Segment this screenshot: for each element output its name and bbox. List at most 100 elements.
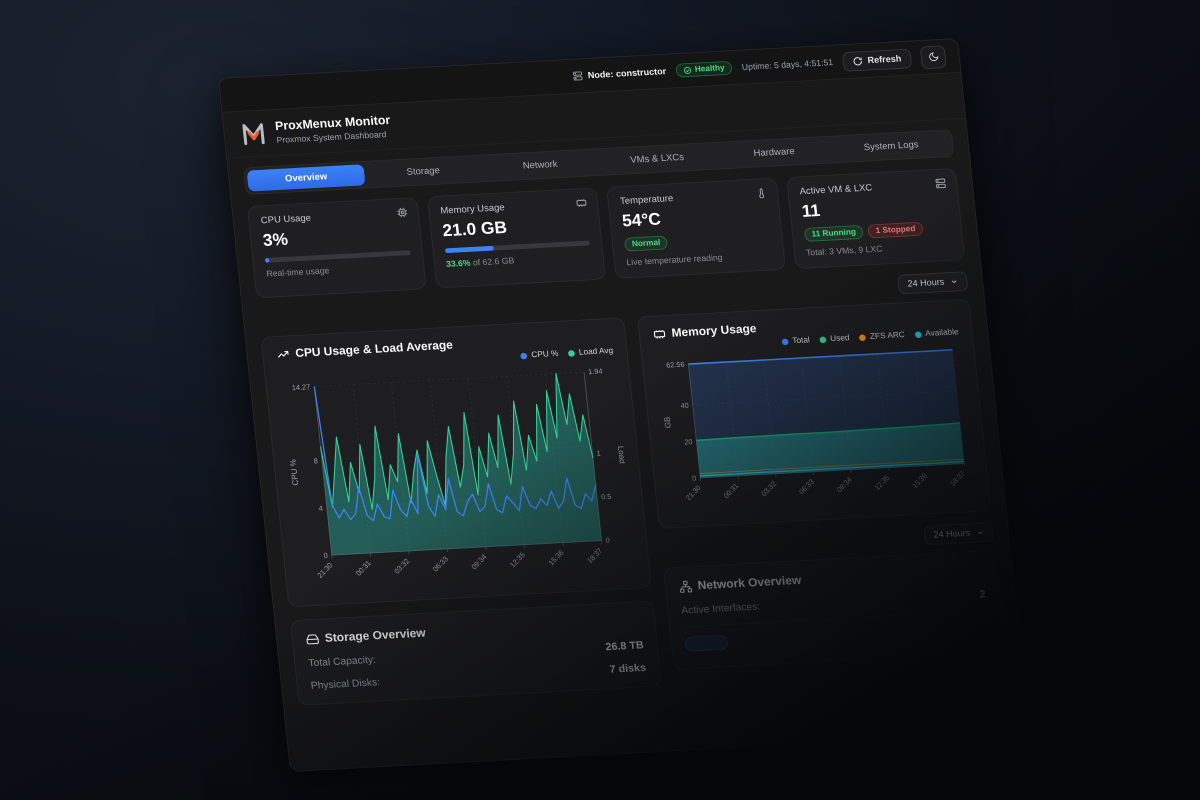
svg-text:21:30: 21:30 xyxy=(315,561,334,580)
temperature-card: Temperature 54°C Normal Live temperature… xyxy=(606,177,786,279)
svg-text:0: 0 xyxy=(605,536,610,545)
thermometer-icon xyxy=(758,188,764,199)
storage-overview-card: Storage Overview Total Capacity: 26.8 TB… xyxy=(289,600,662,706)
node-indicator: Node: constructor xyxy=(572,66,667,82)
svg-text:40: 40 xyxy=(680,401,689,410)
svg-text:4: 4 xyxy=(318,504,323,513)
memory-usage-card: Memory Usage 21.0 GB 33.6% of 62.6 GB xyxy=(426,187,606,289)
time-range-select-2[interactable]: 24 Hours xyxy=(923,522,995,546)
svg-text:62.56: 62.56 xyxy=(666,360,685,370)
memory-chart: 21:30 00:31 03:32 06:33 09:34 12:35 15:36 18:37… xyxy=(662,349,967,502)
chevron-down-icon xyxy=(977,531,983,535)
vm-running-badge: 11 Running xyxy=(803,224,865,242)
chevron-down-icon xyxy=(951,280,957,284)
left-column: CPU Usage & Load Average CPU % Load Avg … xyxy=(260,317,662,706)
temperature-card-title: Temperature xyxy=(619,193,674,207)
memory-progress xyxy=(444,240,590,254)
svg-text:20: 20 xyxy=(684,437,693,446)
temperature-status-badge: Normal xyxy=(623,235,669,252)
cpu-load-chart: 21:30 00:31 03:32 06:33 09:34 12:35 15:36 18:37… xyxy=(288,367,627,580)
svg-text:Load: Load xyxy=(616,446,627,464)
refresh-button[interactable]: Refresh xyxy=(841,48,913,72)
storage-title: Storage Overview xyxy=(324,626,427,646)
svg-text:15:36: 15:36 xyxy=(910,471,929,490)
memory-caption: 33.6% of 62.6 GB xyxy=(445,255,515,270)
svg-text:0.5: 0.5 xyxy=(601,492,612,501)
temperature-caption: Live temperature reading xyxy=(626,252,723,268)
svg-text:8: 8 xyxy=(313,456,318,465)
legend-dot-used xyxy=(819,336,827,343)
server-stack-icon xyxy=(935,178,946,189)
memory-progress-fill xyxy=(444,245,494,254)
svg-text:09:34: 09:34 xyxy=(835,475,854,494)
svg-text:03:32: 03:32 xyxy=(392,557,411,576)
memory-chart-title: Memory Usage xyxy=(670,322,758,340)
svg-text:21:30: 21:30 xyxy=(684,483,703,502)
legend-dot-total xyxy=(781,338,789,345)
legend-dot-cpu xyxy=(520,352,528,360)
svg-text:15:36: 15:36 xyxy=(546,548,565,567)
tab-hardware[interactable]: Hardware xyxy=(753,146,796,159)
memory-card-title: Memory Usage xyxy=(440,202,506,217)
check-circle-icon xyxy=(683,66,692,74)
cpu-caption: Real-time usage xyxy=(265,265,330,280)
trending-up-icon xyxy=(277,350,289,358)
svg-text:09:34: 09:34 xyxy=(469,552,488,571)
theme-toggle-button[interactable] xyxy=(919,44,947,69)
svg-text:03:32: 03:32 xyxy=(759,479,778,498)
svg-text:00:31: 00:31 xyxy=(354,559,373,578)
uptime-text: Uptime: 5 days, 4:51:51 xyxy=(741,57,834,72)
cpu-usage-card: CPU Usage 3% Real-time usage xyxy=(247,197,427,299)
svg-text:1: 1 xyxy=(596,449,601,458)
svg-text:1.94: 1.94 xyxy=(588,367,603,377)
svg-text:12:35: 12:35 xyxy=(508,550,527,569)
active-vm-lxc-card: Active VM & LXC 11 11 Running 1 Stopped … xyxy=(785,168,966,270)
tab-vms-lxcs[interactable]: VMs & LXCs xyxy=(629,152,685,166)
svg-text:00:31: 00:31 xyxy=(721,481,740,500)
tab-network[interactable]: Network xyxy=(522,159,559,172)
cpu-icon xyxy=(396,207,407,218)
vm-card-title: Active VM & LXC xyxy=(799,183,873,197)
network-icon xyxy=(679,580,693,593)
svg-text:18:37: 18:37 xyxy=(585,546,604,565)
health-badge: Healthy xyxy=(675,60,733,78)
proxmenux-logo xyxy=(242,123,265,146)
svg-text:06:33: 06:33 xyxy=(797,477,816,496)
svg-text:GB: GB xyxy=(662,417,672,429)
legend-dot-zfs-arc xyxy=(859,333,867,341)
svg-text:CPU %: CPU % xyxy=(288,459,300,486)
network-title: Network Overview xyxy=(697,574,802,593)
time-range-select[interactable]: 24 Hours xyxy=(897,271,969,295)
memory-value: 21.0 GB xyxy=(441,218,508,241)
tab-overview[interactable]: Overview xyxy=(246,164,366,192)
overview-content: 24 Hours CPU Usage & Load Average xyxy=(243,271,1022,707)
tab-storage[interactable]: Storage xyxy=(406,165,441,178)
cpu-progress-fill xyxy=(264,257,270,263)
svg-text:0: 0 xyxy=(323,551,328,560)
network-overview-card: Network Overview Active Interfaces: 2 xyxy=(662,549,1006,671)
right-column: Memory Usage Total Used ZFS ARC Availabl… xyxy=(636,298,1006,671)
svg-text:12:35: 12:35 xyxy=(872,473,891,492)
vm-caption: Total: 3 VMs, 9 LXC xyxy=(805,244,883,259)
hard-drive-icon xyxy=(306,634,319,645)
svg-text:06:33: 06:33 xyxy=(431,554,450,573)
refresh-icon xyxy=(853,56,862,66)
tab-system-logs[interactable]: System Logs xyxy=(863,140,919,153)
svg-text:0: 0 xyxy=(691,474,696,483)
cpu-load-chart-card: CPU Usage & Load Average CPU % Load Avg … xyxy=(260,317,652,608)
cpu-value: 3% xyxy=(262,230,289,250)
svg-text:14.27: 14.27 xyxy=(291,382,310,392)
proxmenux-dashboard: Node: constructor Healthy Uptime: 5 days… xyxy=(218,38,1030,773)
cpu-progress xyxy=(264,250,411,263)
vm-stopped-badge: 1 Stopped xyxy=(867,221,924,239)
moon-icon xyxy=(928,52,938,62)
memory-icon xyxy=(576,199,587,207)
cpu-card-title: CPU Usage xyxy=(260,213,312,226)
svg-text:18:37: 18:37 xyxy=(948,469,967,488)
vm-count-value: 11 xyxy=(800,201,822,221)
memory-chart-card: Memory Usage Total Used ZFS ARC Availabl… xyxy=(636,298,992,529)
legend-dot-load xyxy=(567,349,576,357)
memory-chart-icon xyxy=(653,330,665,339)
server-icon xyxy=(572,71,583,81)
